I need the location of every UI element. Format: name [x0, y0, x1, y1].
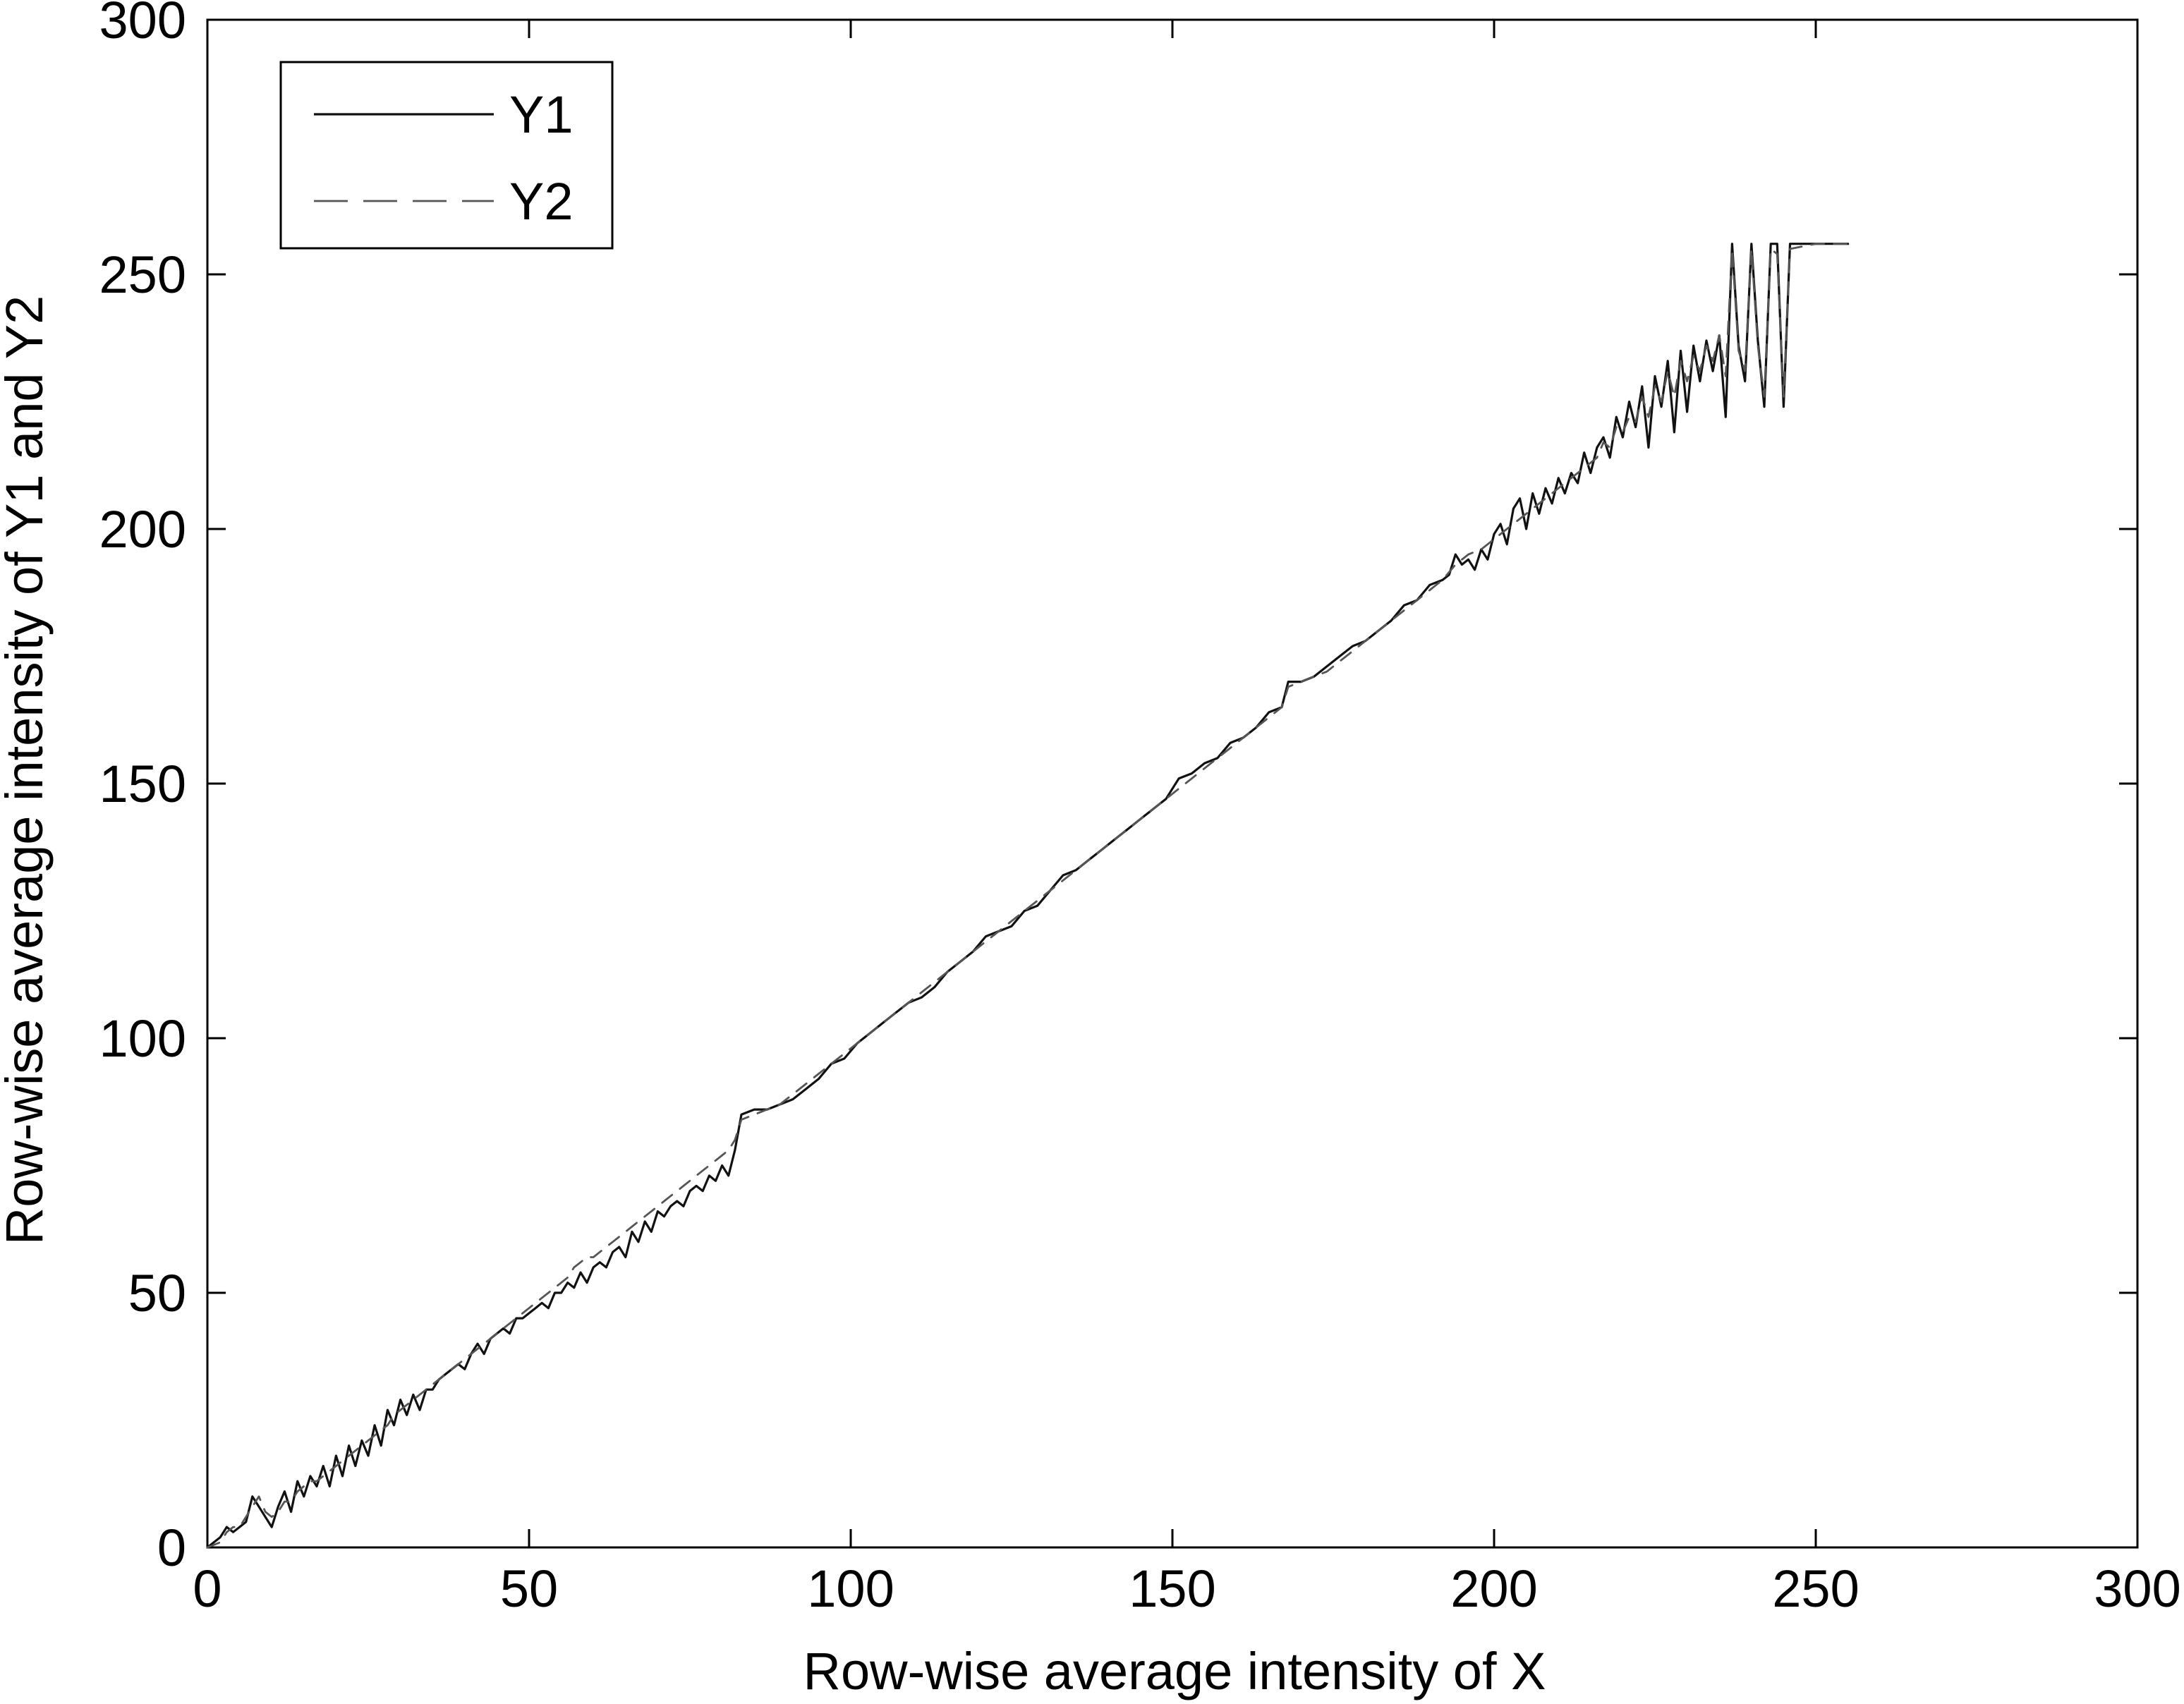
y-tick-label: 0	[157, 1519, 186, 1577]
x-tick-label: 200	[1450, 1559, 1537, 1618]
y-tick-label: 150	[99, 755, 186, 813]
y-tick-label: 300	[99, 0, 186, 49]
y-axis-label: Row-wise average intensity of Y1 and Y2	[0, 296, 54, 1246]
x-tick-label: 50	[500, 1559, 558, 1618]
legend-label-y2: Y2	[509, 172, 574, 231]
y-tick-label: 50	[128, 1264, 186, 1322]
series-layer	[206, 243, 1850, 1549]
y-tick-label: 100	[99, 1009, 186, 1068]
series-line-y2	[206, 243, 1849, 1549]
legend: Y1 Y2	[279, 61, 614, 250]
x-tick-label: 100	[807, 1559, 894, 1618]
legend-label-y1: Y1	[509, 85, 574, 144]
x-tick-label: 300	[2094, 1559, 2180, 1618]
series-line-y1	[206, 243, 1850, 1549]
y-tick-label: 250	[99, 245, 186, 304]
x-tick-label: 150	[1129, 1559, 1215, 1618]
x-axis-label: Row-wise average intensity of X	[803, 1642, 1546, 1700]
x-tick-label: 250	[1772, 1559, 1859, 1618]
legend-box	[279, 61, 614, 250]
x-tick-label: 0	[193, 1559, 222, 1618]
axes-area: 0 50 100 150 200 250 300 0 50 100 150 200 250 300	[99, 0, 2181, 1618]
y-tick-label: 200	[99, 500, 186, 559]
